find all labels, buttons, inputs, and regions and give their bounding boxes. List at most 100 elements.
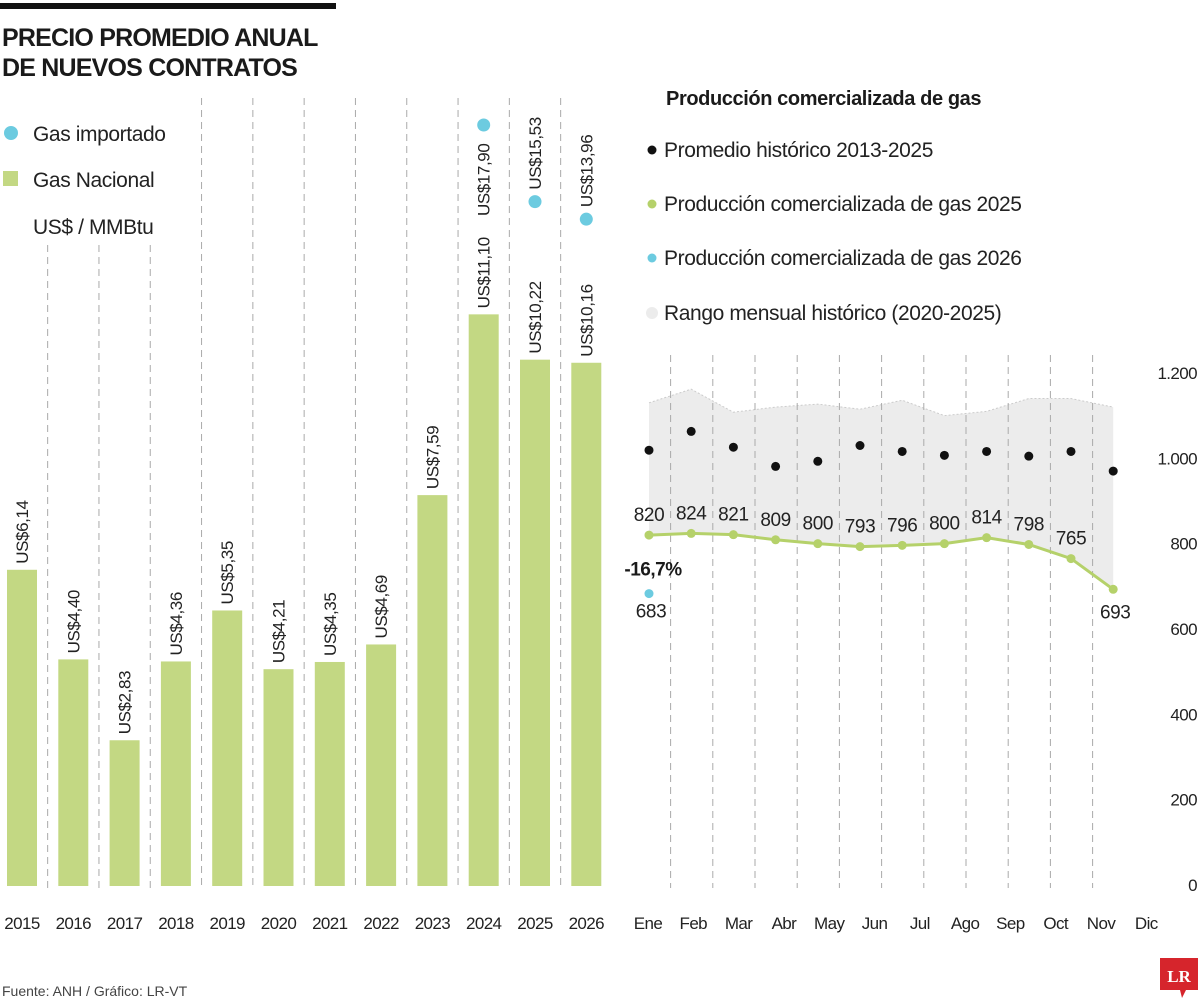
bar-label-2017: US$2,83 bbox=[116, 671, 135, 734]
legend-marker-average bbox=[647, 145, 657, 155]
point-2025-Jun bbox=[855, 542, 865, 552]
bar-label-2023: US$7,59 bbox=[423, 426, 442, 489]
change-annotation: -16,7% bbox=[624, 560, 682, 581]
y-tick-1000: 1.000 bbox=[1157, 449, 1197, 468]
point-2025-Ene bbox=[644, 530, 654, 540]
label-2025-Feb: 824 bbox=[676, 503, 707, 524]
imported-point-2024 bbox=[477, 118, 491, 132]
x-tick-2018: 2018 bbox=[158, 914, 194, 933]
label-2025-Jul: 796 bbox=[887, 515, 918, 536]
right-title: Producción comercializada de gas bbox=[666, 88, 981, 110]
x-tick-Mar: Mar bbox=[725, 914, 753, 933]
imported-label-2026: US$13,96 bbox=[577, 135, 596, 207]
left-title-line-1: PRECIO PROMEDIO ANUAL bbox=[2, 24, 318, 52]
y-tick-600: 600 bbox=[1170, 620, 1197, 639]
average-point-Dic bbox=[1108, 466, 1118, 476]
point-2025-Dic bbox=[1108, 584, 1118, 594]
bar-2024 bbox=[468, 314, 499, 887]
bar-label-2016: US$4,40 bbox=[64, 590, 83, 653]
average-point-Mar bbox=[728, 442, 738, 452]
point-2025-Sep bbox=[982, 533, 992, 543]
right-legend: Promedio histórico 2013-2025 Producción … bbox=[646, 139, 1022, 325]
label-2025-May: 800 bbox=[803, 514, 834, 535]
x-tick-2021: 2021 bbox=[312, 914, 348, 933]
x-tick-2016: 2016 bbox=[56, 914, 92, 933]
average-point-Ene bbox=[644, 445, 654, 455]
bar-label-2020: US$4,21 bbox=[270, 600, 289, 663]
x-tick-2025: 2025 bbox=[517, 914, 553, 933]
x-tick-Ene: Ene bbox=[634, 914, 663, 933]
unit-label: US$ / MMBtu bbox=[33, 216, 153, 239]
x-tick-Nov: Nov bbox=[1087, 914, 1117, 933]
average-point-Nov bbox=[1066, 446, 1076, 456]
point-2025-Abr bbox=[771, 535, 781, 545]
point-2025-Jul bbox=[897, 540, 907, 550]
bar-2017 bbox=[109, 740, 140, 886]
point-2025-Feb bbox=[686, 528, 696, 538]
label-2025-Jun: 793 bbox=[845, 517, 876, 538]
bar-label-2021: US$4,35 bbox=[321, 593, 340, 656]
label-2025-Abr: 809 bbox=[760, 510, 791, 531]
bar-chart: US$6,14 2015 US$4,40 2016 US$2,83 2017 US$4,36… bbox=[4, 98, 605, 933]
y-tick-0: 0 bbox=[1188, 876, 1197, 895]
legend-marker-range bbox=[646, 307, 658, 319]
label-2025-Oct: 798 bbox=[1014, 514, 1045, 535]
point-2026-Ene bbox=[644, 589, 654, 599]
logo-badge bbox=[1160, 958, 1198, 998]
x-tick-2024: 2024 bbox=[466, 914, 502, 933]
bar-2019 bbox=[212, 610, 243, 886]
bar-2026 bbox=[571, 362, 602, 886]
label-2025-Ago: 800 bbox=[929, 514, 960, 535]
left-title-line-2: DE NUEVOS CONTRATOS bbox=[2, 54, 297, 82]
logo-text: LR bbox=[1167, 967, 1191, 986]
bar-label-2026: US$10,16 bbox=[577, 284, 596, 356]
x-tick-Jun: Jun bbox=[862, 914, 888, 933]
point-2025-Oct bbox=[1024, 539, 1034, 549]
point-2025-Mar bbox=[728, 530, 738, 540]
bar-2021 bbox=[314, 661, 345, 886]
x-tick-2022: 2022 bbox=[363, 914, 399, 933]
bar-2020 bbox=[263, 669, 294, 886]
legend-label-2025: Producción comercializada de gas 2025 bbox=[664, 193, 1022, 216]
x-tick-Abr: Abr bbox=[772, 914, 798, 933]
y-tick-200: 200 bbox=[1170, 791, 1197, 810]
x-tick-Sep: Sep bbox=[996, 914, 1025, 933]
label-2025-Nov: 765 bbox=[1056, 529, 1087, 550]
x-tick-May: May bbox=[814, 914, 845, 933]
point-2025-Nov bbox=[1066, 554, 1076, 564]
legend-marker-2025 bbox=[647, 199, 657, 209]
bar-label-2018: US$4,36 bbox=[167, 592, 186, 655]
x-tick-2020: 2020 bbox=[261, 914, 297, 933]
average-point-Sep bbox=[982, 446, 992, 456]
average-point-Ago bbox=[939, 450, 949, 460]
x-tick-2023: 2023 bbox=[415, 914, 451, 933]
x-tick-Feb: Feb bbox=[680, 914, 708, 933]
legend-label-national: Gas Nacional bbox=[33, 169, 154, 192]
y-tick-400: 400 bbox=[1170, 705, 1197, 724]
legend-marker-national bbox=[3, 171, 18, 186]
left-legend: Gas importado Gas Nacional US$ / MMBtu bbox=[3, 123, 166, 239]
label-2025-Dic: 693 bbox=[1100, 602, 1131, 623]
bar-2025 bbox=[520, 359, 550, 886]
legend-label-imported: Gas importado bbox=[33, 123, 166, 146]
label-2026-Ene: 683 bbox=[636, 602, 667, 623]
average-point-Abr bbox=[771, 461, 781, 471]
x-tick-2019: 2019 bbox=[209, 914, 245, 933]
imported-label-2024: US$17,90 bbox=[475, 144, 494, 216]
y-tick-1200: 1.200 bbox=[1157, 364, 1197, 383]
line-2025 bbox=[648, 531, 1115, 591]
label-2025-Mar: 821 bbox=[718, 505, 749, 526]
legend-label-average: Promedio histórico 2013-2025 bbox=[664, 139, 933, 162]
x-tick-Oct: Oct bbox=[1043, 914, 1069, 933]
x-tick-Ago: Ago bbox=[951, 914, 980, 933]
x-tick-2017: 2017 bbox=[107, 914, 143, 933]
x-tick-Dic: Dic bbox=[1135, 914, 1159, 933]
x-tick-2015: 2015 bbox=[4, 914, 40, 933]
average-point-Oct bbox=[1024, 451, 1034, 461]
imported-point-2025 bbox=[528, 195, 542, 209]
legend-label-range: Rango mensual histórico (2020-2025) bbox=[664, 302, 1001, 325]
legend-label-2026: Producción comercializada de gas 2026 bbox=[664, 247, 1022, 270]
average-point-Feb bbox=[686, 426, 696, 436]
imported-point-2026 bbox=[579, 212, 593, 226]
